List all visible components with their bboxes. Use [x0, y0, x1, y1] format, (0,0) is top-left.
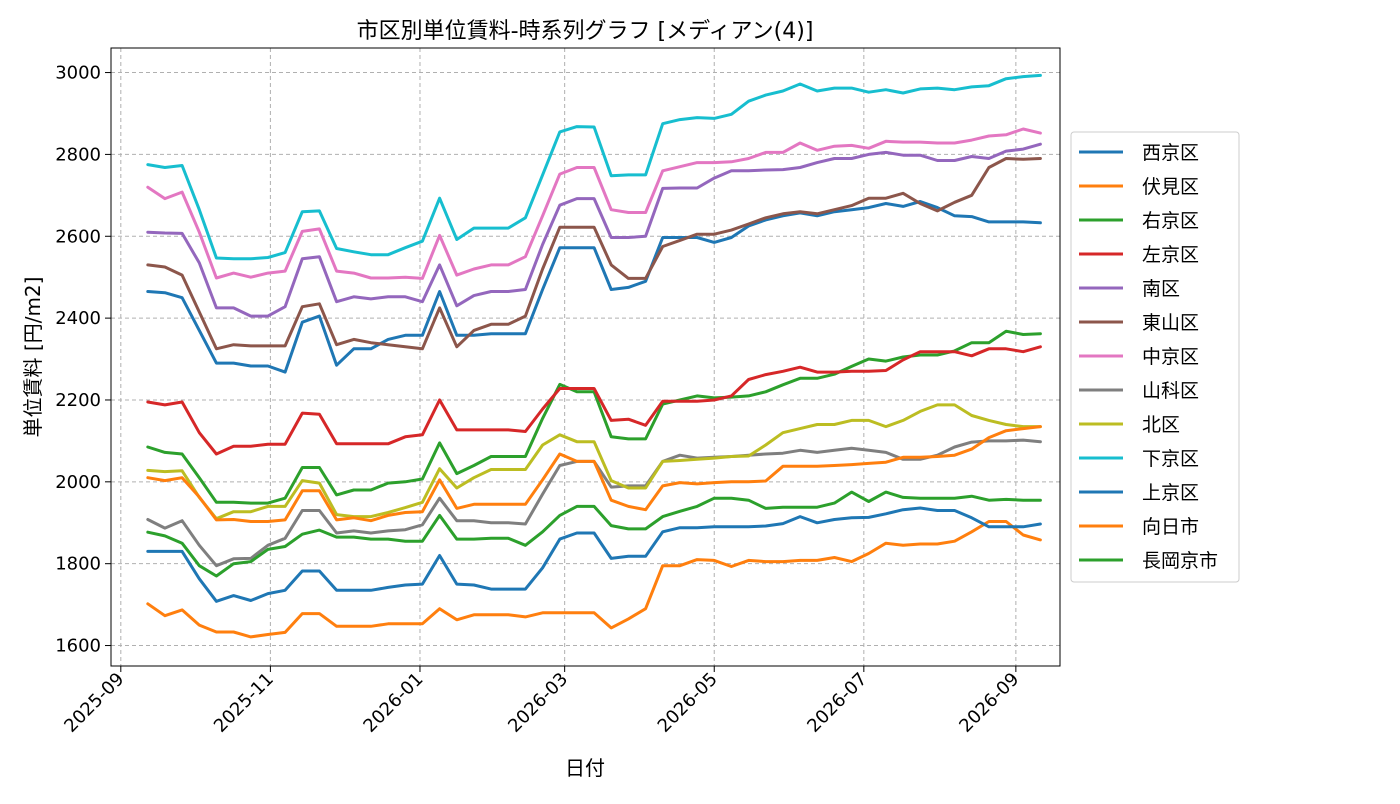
series-line-10 — [146, 506, 1042, 603]
series-line-4 — [146, 142, 1042, 318]
legend-label: 向日市 — [1142, 516, 1199, 538]
x-tick-label: 2025-09 — [60, 669, 128, 737]
series-line-5 — [146, 157, 1042, 351]
y-tick-label: 2600 — [55, 226, 101, 247]
y-axis: 1600 1800 2000 2200 2400 2600 2800 3000 — [55, 63, 111, 657]
series-line-0 — [146, 200, 1042, 374]
series-line-9 — [146, 73, 1042, 261]
y-tick-label: 2400 — [55, 308, 101, 329]
x-axis: 2025-09 2025-11 2026-01 2026-03 2026-05 2026-… — [60, 666, 1023, 737]
legend-label: 中京区 — [1142, 346, 1199, 368]
legend-label: 東山区 — [1142, 312, 1199, 334]
x-tick-label: 2026-07 — [803, 669, 871, 737]
legend-label: 西京区 — [1142, 142, 1199, 164]
legend-label: 右京区 — [1142, 210, 1199, 232]
x-tick-label: 2026-09 — [955, 669, 1023, 737]
x-tick-label: 2025-11 — [210, 669, 278, 737]
legend-frame — [1070, 131, 1240, 583]
series-line-2 — [146, 329, 1042, 505]
legend-label: 伏見区 — [1142, 176, 1199, 198]
x-tick-label: 2026-01 — [359, 669, 427, 737]
y-axis-label: 単位賃料 [円/m2] — [21, 277, 45, 438]
series-line-11 — [146, 425, 1042, 523]
legend-label: 左京区 — [1142, 244, 1199, 266]
x-tick-label: 2026-03 — [504, 669, 572, 737]
x-tick-label: 2026-05 — [654, 669, 722, 737]
y-tick-label: 2200 — [55, 390, 101, 411]
legend-label: 山科区 — [1142, 380, 1199, 402]
legend-label: 南区 — [1142, 278, 1180, 300]
y-tick-label: 2800 — [55, 144, 101, 165]
series-line-6 — [146, 127, 1042, 280]
y-tick-label: 1600 — [55, 636, 101, 657]
series-lines — [146, 73, 1042, 639]
plot-frame — [110, 47, 1061, 667]
y-tick-label: 1800 — [55, 554, 101, 575]
legend-label: 下京区 — [1142, 448, 1199, 470]
y-tick-label: 2000 — [55, 472, 101, 493]
series-line-8 — [146, 403, 1042, 521]
series-line-12 — [146, 490, 1042, 578]
legend-label: 上京区 — [1142, 482, 1199, 504]
series-line-3 — [146, 345, 1042, 456]
y-tick-label: 3000 — [55, 63, 101, 84]
legend-label: 北区 — [1142, 414, 1180, 436]
series-line-1 — [146, 520, 1042, 639]
legend-label: 長岡京市 — [1142, 550, 1218, 572]
x-axis-label: 日付 — [565, 756, 605, 780]
chart-title: 市区別単位賃料-時系列グラフ [メディアン(4)] — [357, 19, 814, 44]
grid — [111, 48, 1060, 666]
